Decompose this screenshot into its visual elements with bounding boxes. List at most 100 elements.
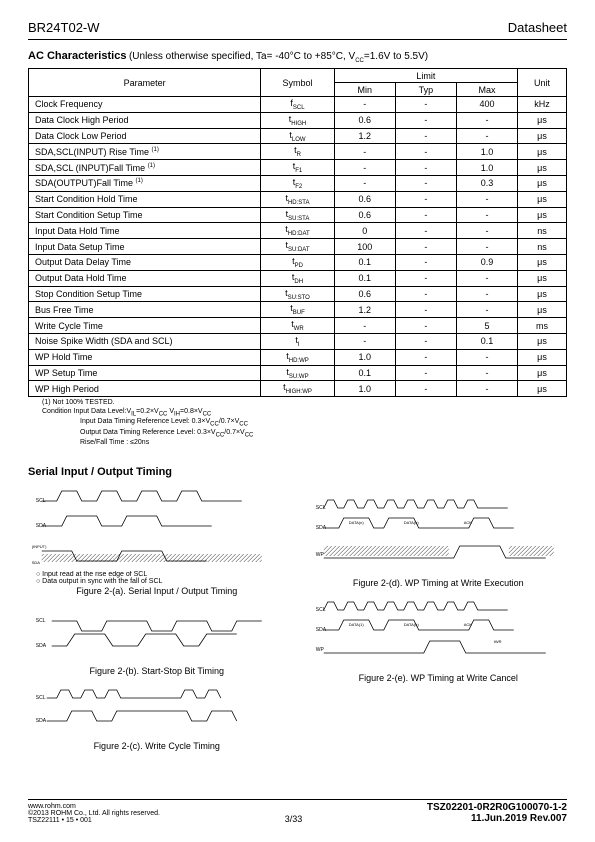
- header-rule: [28, 39, 567, 40]
- footer-url: www.rohm.com: [28, 803, 160, 810]
- col-symbol: Symbol: [261, 69, 334, 97]
- cell-unit: μs: [518, 270, 567, 286]
- table-row: Input Data Hold TimetHD:DAT0--ns: [29, 223, 567, 239]
- table-row: Write Cycle TimetWR--5ms: [29, 318, 567, 334]
- cell-max: -: [456, 112, 517, 128]
- cell-typ: -: [395, 239, 456, 255]
- svg-text:SCL: SCL: [315, 505, 325, 511]
- cell-typ: -: [395, 144, 456, 160]
- svg-text:WP: WP: [315, 552, 324, 558]
- svg-text:SCL: SCL: [36, 618, 46, 624]
- cell-param: Write Cycle Time: [29, 318, 261, 334]
- page-footer: www.rohm.com ©2013 ROHM Co., Ltd. All ri…: [28, 799, 567, 824]
- cell-max: 5: [456, 318, 517, 334]
- figure-2c: SCL SDA Figure 2-(c). Write Cycle Timing: [28, 686, 286, 751]
- cell-symbol: tPD: [261, 254, 334, 270]
- cell-symbol: tHD:WP: [261, 349, 334, 365]
- note-3: Input Data Timing Reference Level: 0.3×V…: [80, 418, 567, 429]
- ac-title: AC Characteristics: [28, 50, 126, 62]
- page-number: 3/33: [285, 814, 303, 824]
- cell-param: SDA,SCL(INPUT) Rise Time (1): [29, 144, 261, 160]
- cell-min: 100: [334, 239, 395, 255]
- cell-symbol: tBUF: [261, 302, 334, 318]
- timing-diagram-a: SCL SDA (INPUT) SDA: [28, 486, 286, 571]
- footer-doc: TSZ02201-0R2R0G100070-1-2: [427, 802, 567, 813]
- timing-title: Serial Input / Output Timing: [28, 466, 567, 478]
- cell-typ: -: [395, 270, 456, 286]
- table-row: Start Condition Hold TimetHD:STA0.6--μs: [29, 191, 567, 207]
- table-row: Input Data Setup TimetSU:DAT100--ns: [29, 239, 567, 255]
- ac-table: Parameter Symbol Limit Unit Min Typ Max …: [28, 68, 567, 397]
- cell-unit: μs: [518, 381, 567, 397]
- table-row: Bus Free TimetBUF1.2--μs: [29, 302, 567, 318]
- timing-diagram-d: SCL SDA WP DATA(n) DATA(n) ACK: [310, 496, 568, 578]
- doc-type: Datasheet: [508, 20, 567, 35]
- cell-typ: -: [395, 207, 456, 223]
- figure-2a-caption: Figure 2-(a). Serial Input / Output Timi…: [28, 586, 286, 596]
- note-2: Condition Input Data Level:VIL=0.2×VCC V…: [42, 408, 567, 419]
- cell-min: -: [334, 333, 395, 349]
- cell-param: Noise Spike Width (SDA and SCL): [29, 333, 261, 349]
- table-row: SDA(OUTPUT)Fall Time (1)tF2--0.3μs: [29, 175, 567, 191]
- note-5: Rise/Fall Time : ≤20ns: [80, 439, 567, 447]
- table-row: SDA,SCL(INPUT) Rise Time (1)tR--1.0μs: [29, 144, 567, 160]
- footer-tsz: TSZ22111 • 15 • 001: [28, 817, 160, 824]
- cell-max: 0.3: [456, 175, 517, 191]
- cell-unit: ns: [518, 223, 567, 239]
- cell-unit: μs: [518, 160, 567, 176]
- page-header: BR24T02-W Datasheet: [28, 20, 567, 35]
- cell-param: Start Condition Hold Time: [29, 191, 261, 207]
- cell-symbol: tWR: [261, 318, 334, 334]
- svg-text:SDA: SDA: [36, 718, 47, 724]
- cell-unit: μs: [518, 144, 567, 160]
- svg-text:SDA: SDA: [315, 627, 326, 633]
- cell-min: 1.2: [334, 302, 395, 318]
- table-row: Clock FrequencyfSCL--400kHz: [29, 97, 567, 113]
- cell-typ: -: [395, 302, 456, 318]
- cell-typ: -: [395, 128, 456, 144]
- cell-param: WP High Period: [29, 381, 261, 397]
- cell-symbol: tHD:DAT: [261, 223, 334, 239]
- timing-diagram-c: SCL SDA: [28, 686, 286, 741]
- table-row: Output Data Hold TimetDH0.1--μs: [29, 270, 567, 286]
- cell-unit: μs: [518, 302, 567, 318]
- figure-2a-note2: ○ Data output in sync with the fall of S…: [36, 578, 286, 586]
- ac-notes: (1) Not 100% TESTED. Condition Input Dat…: [42, 399, 567, 448]
- cell-unit: μs: [518, 286, 567, 302]
- table-row: SDA,SCL (INPUT)Fall Time (1)tF1--1.0μs: [29, 160, 567, 176]
- cell-symbol: tHIGH:WP: [261, 381, 334, 397]
- cell-symbol: tSU:STA: [261, 207, 334, 223]
- cell-unit: μs: [518, 207, 567, 223]
- cell-min: -: [334, 160, 395, 176]
- cell-param: Output Data Delay Time: [29, 254, 261, 270]
- cell-min: 0.1: [334, 270, 395, 286]
- cell-typ: -: [395, 286, 456, 302]
- cell-param: SDA,SCL (INPUT)Fall Time (1): [29, 160, 261, 176]
- figure-2d: SCL SDA WP DATA(n) DATA(n) ACK Figure 2-…: [310, 496, 568, 588]
- svg-text:DATA(n): DATA(n): [348, 520, 364, 525]
- cell-typ: -: [395, 191, 456, 207]
- cell-param: Bus Free Time: [29, 302, 261, 318]
- figure-2a: SCL SDA (INPUT) SDA ○ Input read at the …: [28, 486, 286, 596]
- cell-symbol: tI: [261, 333, 334, 349]
- cell-param: Clock Frequency: [29, 97, 261, 113]
- cell-max: -: [456, 128, 517, 144]
- svg-text:WP: WP: [315, 647, 324, 653]
- cell-max: -: [456, 207, 517, 223]
- svg-text:SDA: SDA: [36, 523, 47, 529]
- col-unit: Unit: [518, 69, 567, 97]
- cell-symbol: tF1: [261, 160, 334, 176]
- cell-unit: kHz: [518, 97, 567, 113]
- figure-2e-caption: Figure 2-(e). WP Timing at Write Cancel: [310, 673, 568, 683]
- cell-param: Output Data Hold Time: [29, 270, 261, 286]
- col-param: Parameter: [29, 69, 261, 97]
- figure-2d-caption: Figure 2-(d). WP Timing at Write Executi…: [310, 578, 568, 588]
- svg-text:DATA(1): DATA(1): [348, 622, 364, 627]
- svg-text:SCL: SCL: [315, 607, 325, 613]
- cell-typ: -: [395, 381, 456, 397]
- cell-max: -: [456, 302, 517, 318]
- cell-unit: μs: [518, 349, 567, 365]
- cell-typ: -: [395, 318, 456, 334]
- cell-min: 0.6: [334, 286, 395, 302]
- cell-symbol: tHIGH: [261, 112, 334, 128]
